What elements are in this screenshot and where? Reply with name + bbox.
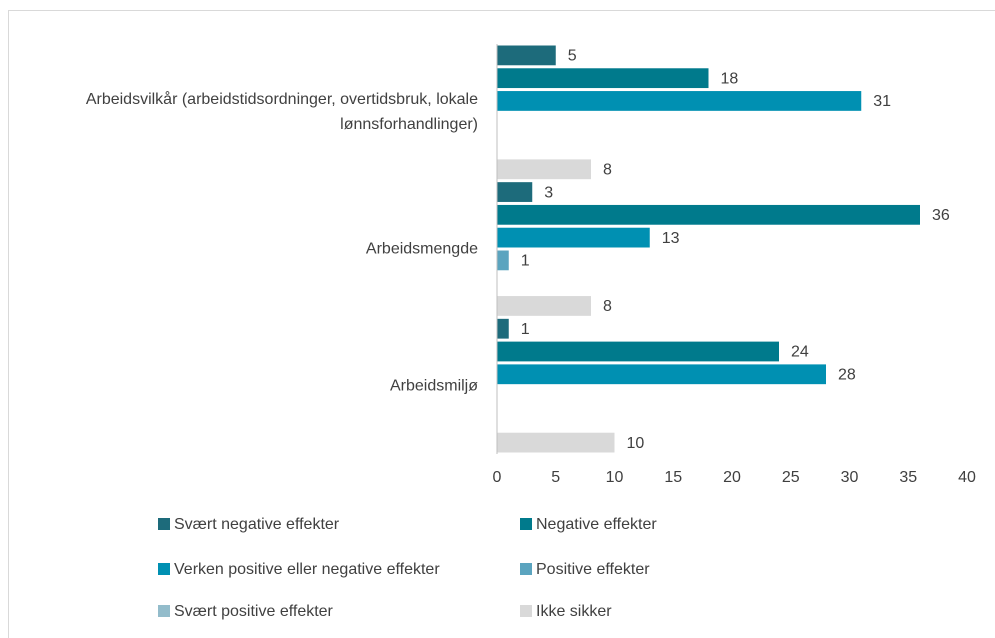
- legend-label: Positive effekter: [536, 561, 650, 578]
- data-label: 24: [791, 344, 809, 361]
- x-tick-label: 5: [551, 469, 560, 486]
- legend-label: Svært positive effekter: [174, 603, 334, 620]
- data-label: 13: [662, 230, 680, 247]
- legend-swatch: [158, 605, 170, 617]
- bar: [497, 159, 591, 180]
- legend-swatch: [158, 563, 170, 575]
- category-label: Arbeidsmengde: [365, 240, 478, 258]
- bar: [497, 204, 920, 225]
- data-label: 10: [627, 435, 645, 452]
- x-tick-label: 35: [899, 469, 917, 486]
- bar: [497, 432, 615, 453]
- x-tick-label: 15: [664, 469, 682, 486]
- bar: [497, 45, 556, 66]
- data-label: 18: [721, 70, 739, 87]
- data-label: 1: [521, 253, 530, 270]
- category-label: Arbeidsvilkår (arbeidstidsordninger, ove…: [85, 91, 478, 134]
- bar: [497, 250, 509, 271]
- bar: [497, 91, 862, 111]
- bar: [497, 296, 591, 316]
- legend-label: Svært negative effekter: [174, 516, 340, 533]
- legend-swatch: [520, 605, 532, 617]
- data-label: 1: [521, 321, 530, 338]
- bar: [497, 341, 779, 362]
- legend-label: Ikke sikker: [536, 603, 612, 620]
- data-label: 36: [932, 207, 950, 224]
- x-tick-label: 20: [723, 469, 741, 486]
- x-tick-label: 25: [782, 469, 800, 486]
- bar: [497, 318, 509, 339]
- data-label: 28: [838, 366, 856, 383]
- bar: [497, 364, 826, 385]
- data-label: 8: [603, 298, 612, 315]
- data-label: 5: [568, 48, 577, 65]
- frame: [8, 10, 995, 638]
- x-tick-label: 30: [841, 469, 859, 486]
- bar: [497, 182, 533, 202]
- data-label: 3: [544, 184, 553, 201]
- x-tick-label: 40: [958, 469, 976, 486]
- legend-label: Negative effekter: [536, 516, 657, 533]
- data-label: 8: [603, 161, 612, 178]
- legend-swatch: [520, 518, 532, 530]
- legend-label: Verken positive eller negative effekter: [174, 561, 440, 578]
- data-label: 31: [873, 93, 891, 110]
- bar: [497, 68, 709, 89]
- legend-swatch: [520, 563, 532, 575]
- x-tick-label: 10: [606, 469, 624, 486]
- legend-swatch: [158, 518, 170, 530]
- category-label: Arbeidsmiljø: [389, 377, 478, 395]
- x-tick-label: 0: [493, 469, 502, 486]
- bar: [497, 227, 650, 248]
